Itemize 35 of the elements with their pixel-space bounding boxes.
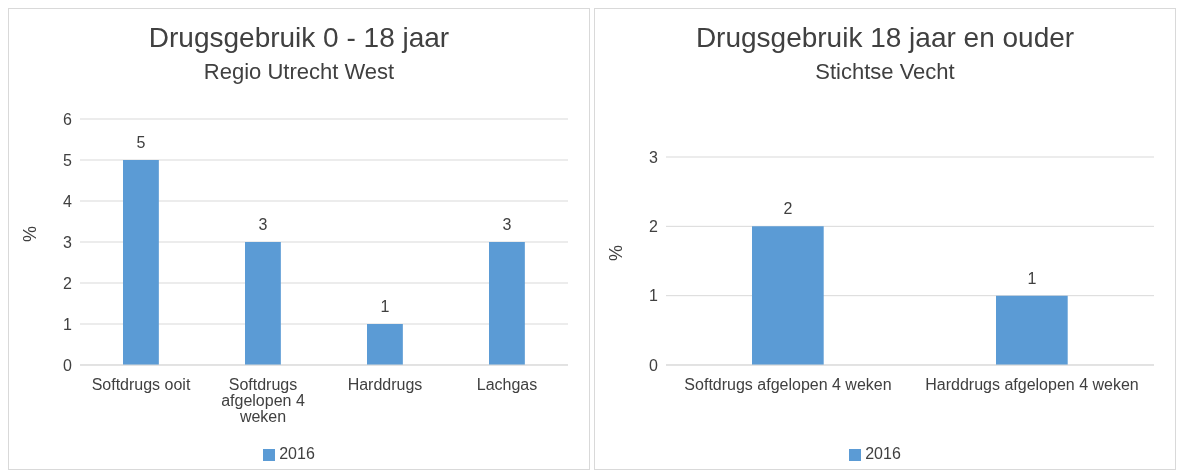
x-tick-label: Softdrugs afgelopen 4 weken <box>221 376 305 426</box>
data-label: 1 <box>1027 269 1037 287</box>
bar <box>489 242 525 365</box>
chart-subtitle: Regio Utrecht West <box>203 58 395 86</box>
y-axis-title: % <box>606 244 627 261</box>
y-tick-label: 2 <box>63 274 73 292</box>
y-tick-label: 1 <box>649 287 659 305</box>
y-tick-label: 6 <box>63 110 73 128</box>
x-tick-label: Harddrugs <box>347 376 423 394</box>
data-label: 3 <box>258 216 268 233</box>
bar <box>123 160 159 365</box>
legend-label: 2016 <box>865 445 901 462</box>
chart-subtitle: Stichtse Vecht <box>815 58 955 86</box>
y-tick-label: 4 <box>63 192 73 210</box>
x-tick-label: Harddrugs afgelopen 4 weken <box>925 376 1139 394</box>
data-label: 1 <box>380 298 390 315</box>
y-tick-label: 5 <box>63 151 73 169</box>
y-tick-label: 3 <box>649 148 659 166</box>
x-tick-label: Lachgas <box>476 376 538 394</box>
x-tick-label: Softdrugs afgelopen 4 weken <box>684 376 892 394</box>
y-tick-label: 2 <box>649 218 659 236</box>
y-axis-title: % <box>20 225 41 242</box>
data-label: 5 <box>136 134 146 151</box>
chart-title: Drugsgebruik 0 - 18 jaar <box>148 21 450 55</box>
y-tick-label: 1 <box>63 315 73 333</box>
data-label: 3 <box>502 216 512 233</box>
bar <box>245 242 281 365</box>
y-tick-label: 0 <box>649 356 659 374</box>
x-tick-label: Softdrugs ooit <box>91 376 191 394</box>
chart-title: Drugsgebruik 18 jaar en ouder <box>695 21 1075 55</box>
bar <box>367 324 403 365</box>
data-label: 2 <box>783 200 793 218</box>
y-tick-label: 3 <box>63 233 73 251</box>
y-tick-label: 0 <box>63 356 73 374</box>
legend-label: 2016 <box>279 445 315 462</box>
